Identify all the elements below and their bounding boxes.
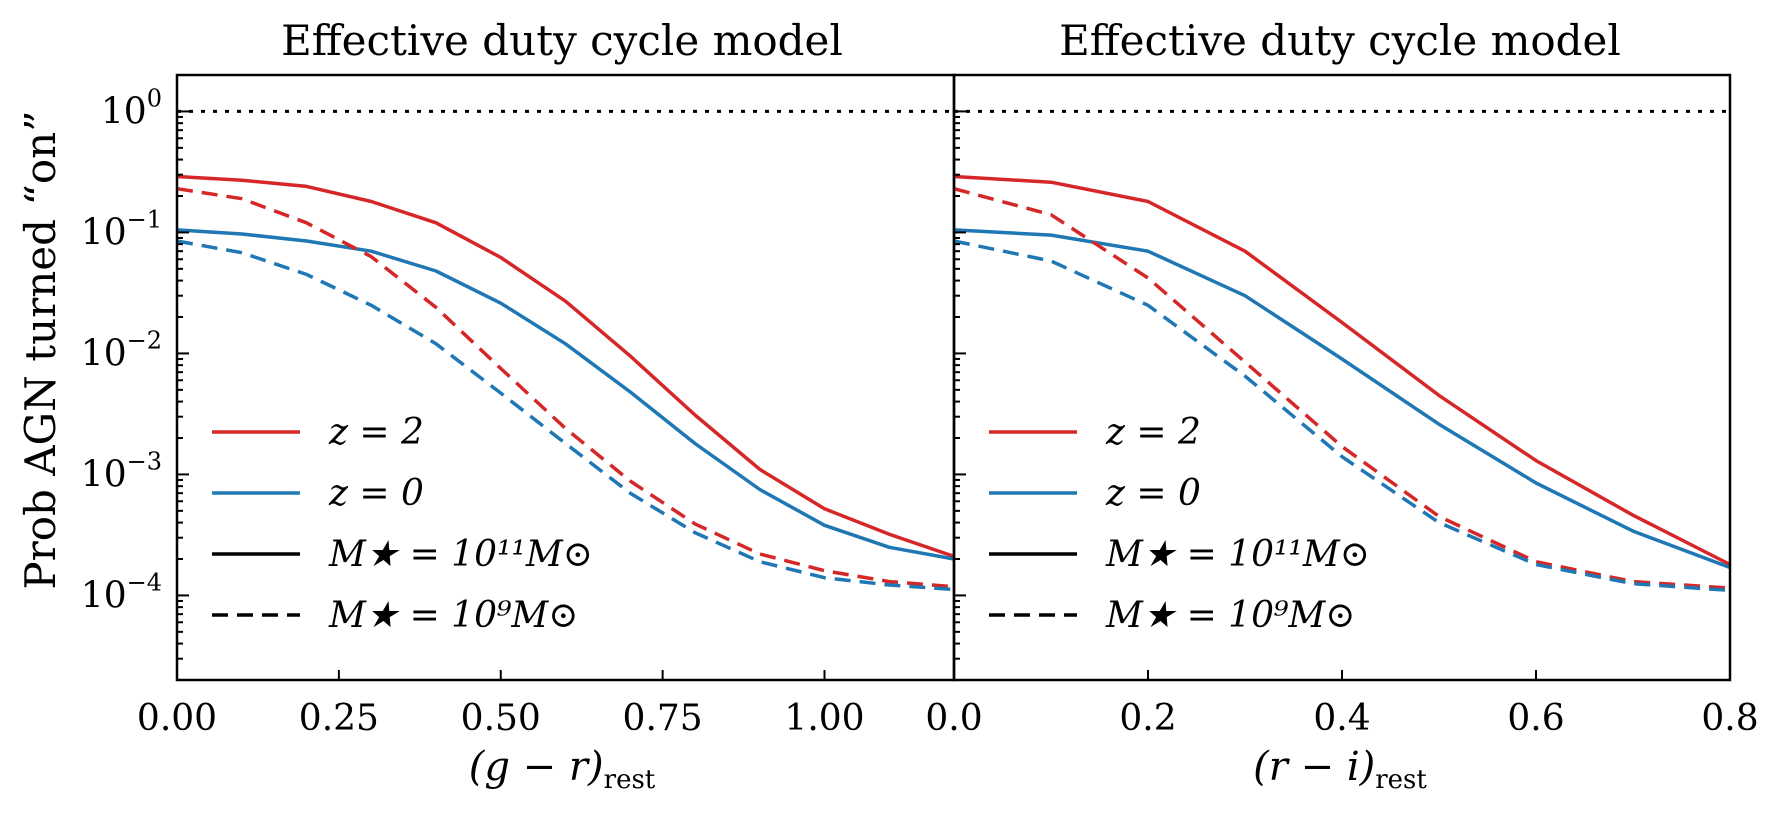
y-axis-label: Prob AGN turned “on” [16, 110, 65, 589]
left-panel: Effective duty cycle model 0.00 0.25 0.50 0… [81, 16, 956, 795]
legend-label: z = 0 [328, 473, 424, 514]
series-line-1 [953, 228, 1731, 570]
y-tick-label: 10−3 [81, 447, 162, 495]
x-tick-label: 0.50 [461, 698, 541, 739]
x-tick-label: 0.8 [1701, 698, 1758, 739]
x-tick-label: 0.0 [925, 698, 982, 739]
y-tick-label: 100 [101, 84, 162, 132]
series-line-3 [176, 239, 955, 592]
right-panel-title: Effective duty cycle model [1059, 16, 1621, 65]
legend: z = 2 z = 0 M★ = 10¹¹M⊙ M★ = 10⁹M⊙ [212, 412, 593, 636]
y-tick-label: 10−1 [81, 205, 162, 253]
y-tick-label: 10−2 [81, 326, 162, 374]
series-line-0 [176, 174, 955, 559]
legend-label: M★ = 10¹¹M⊙ [1105, 534, 1370, 575]
legend-label: z = 0 [1105, 473, 1201, 514]
right-x-axis-label: (r − i)rest [1253, 744, 1427, 795]
x-tick-label: 0.2 [1119, 698, 1176, 739]
x-tick-label: 0.6 [1507, 698, 1564, 739]
legend-label: z = 2 [1105, 412, 1201, 453]
left-x-axis-label: (g − r)rest [469, 744, 656, 795]
plot-frame [952, 73, 1732, 682]
series-line-2 [953, 187, 1731, 590]
legend-label: M★ = 10⁹M⊙ [328, 595, 578, 636]
legend: z = 2 z = 0 M★ = 10¹¹M⊙ M★ = 10⁹M⊙ [989, 412, 1370, 636]
legend-label: z = 2 [328, 412, 424, 453]
y-tick-label: 10−4 [81, 568, 162, 616]
series-line-0 [953, 174, 1731, 567]
right-panel: Effective duty cycle model 0.0 0.2 0.4 0.6 0… [925, 16, 1758, 795]
legend-label: M★ = 10⁹M⊙ [1105, 595, 1355, 636]
x-tick-label: 0.4 [1313, 698, 1370, 739]
legend-label: M★ = 10¹¹M⊙ [328, 534, 593, 575]
x-tick-label: 1.00 [784, 698, 864, 739]
plot-frame [175, 73, 956, 682]
series-line-3 [953, 239, 1731, 593]
right-plot-area: 0.0 0.2 0.4 0.6 0.8 z = 2 z = 0 M★ = 10¹¹M⊙ M★ =… [925, 73, 1759, 739]
series-line-2 [176, 186, 955, 589]
x-tick-label: 0.25 [299, 698, 379, 739]
left-panel-title: Effective duty cycle model [281, 16, 843, 65]
x-tick-label: 0.00 [137, 698, 217, 739]
left-plot-area: 0.00 0.25 0.50 0.75 1.00 100 10−1 10−2 10−3 10−4 z… [81, 73, 956, 739]
x-tick-label: 0.75 [623, 698, 703, 739]
series-line-1 [176, 228, 955, 561]
